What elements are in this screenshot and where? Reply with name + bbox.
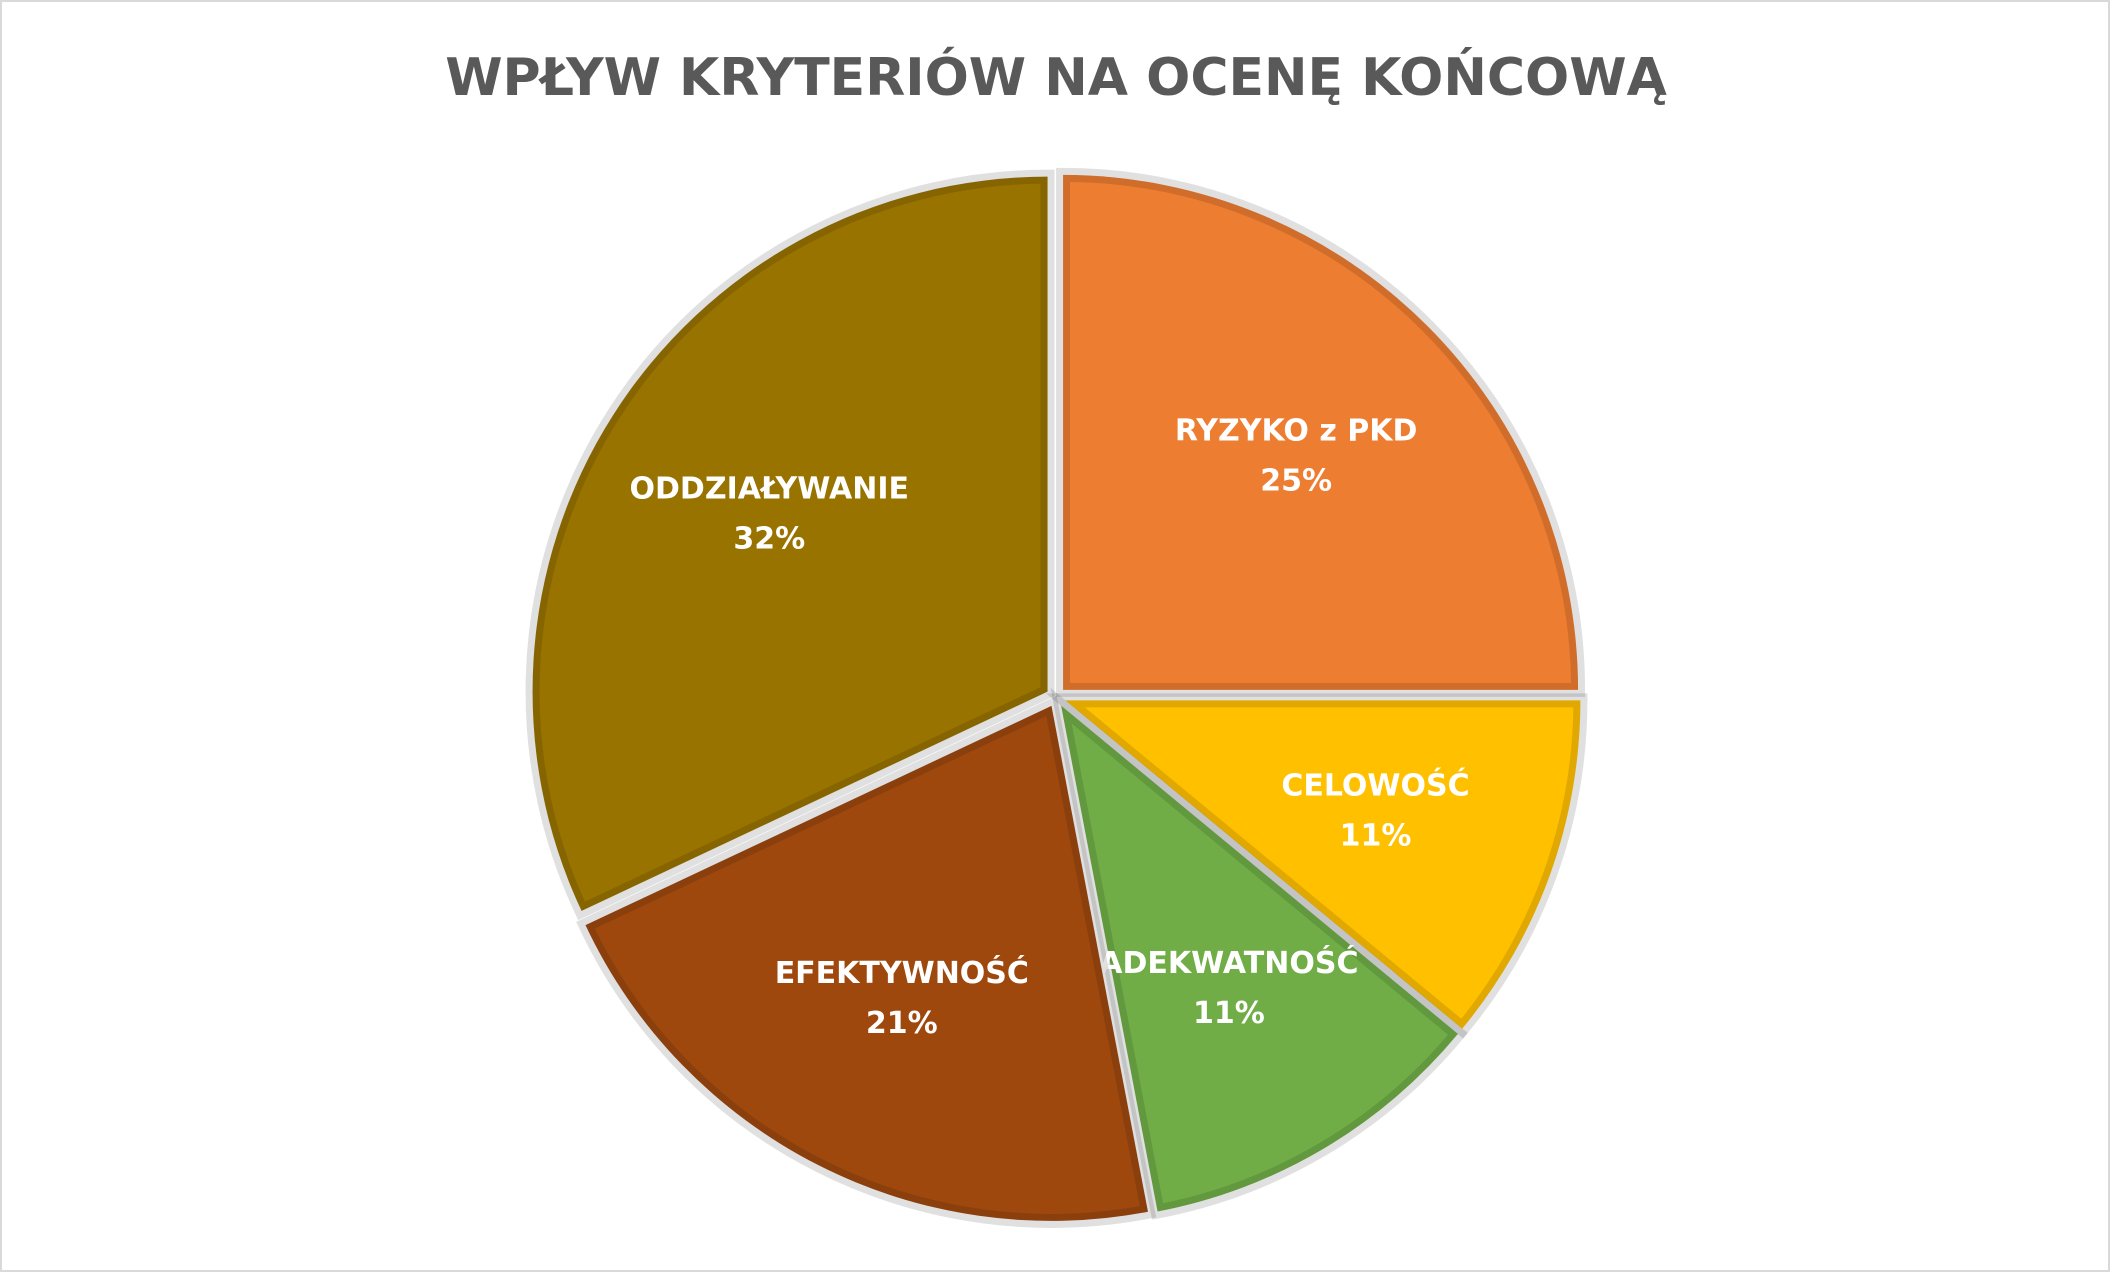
slice-value-label: 21%	[866, 1006, 938, 1041]
slice-label: RYZYKO z PKD	[1175, 413, 1418, 448]
slice-value-label: 11%	[1193, 996, 1265, 1031]
chart-title: WPŁYW KRYTERIÓW NA OCENĘ KOŃCOWĄ	[445, 46, 1667, 108]
slice-label: ODDZIAŁYWANIE	[630, 472, 909, 507]
slice-value-label: 25%	[1260, 463, 1332, 498]
pie-slice	[1050, 687, 1468, 1220]
pie-slice	[576, 695, 1157, 1228]
pie-slice	[1045, 693, 1588, 1039]
slice-value-label: 32%	[733, 522, 805, 557]
slice-label: ADEKWATNOŚĆ	[1099, 944, 1358, 981]
pie-slice	[525, 169, 1055, 921]
pie-slice	[1056, 167, 1586, 697]
slice-value-label: 11%	[1340, 819, 1412, 854]
slice-label: CELOWOŚĆ	[1281, 767, 1469, 804]
slice-label: EFEKTYWNOŚĆ	[775, 954, 1029, 991]
